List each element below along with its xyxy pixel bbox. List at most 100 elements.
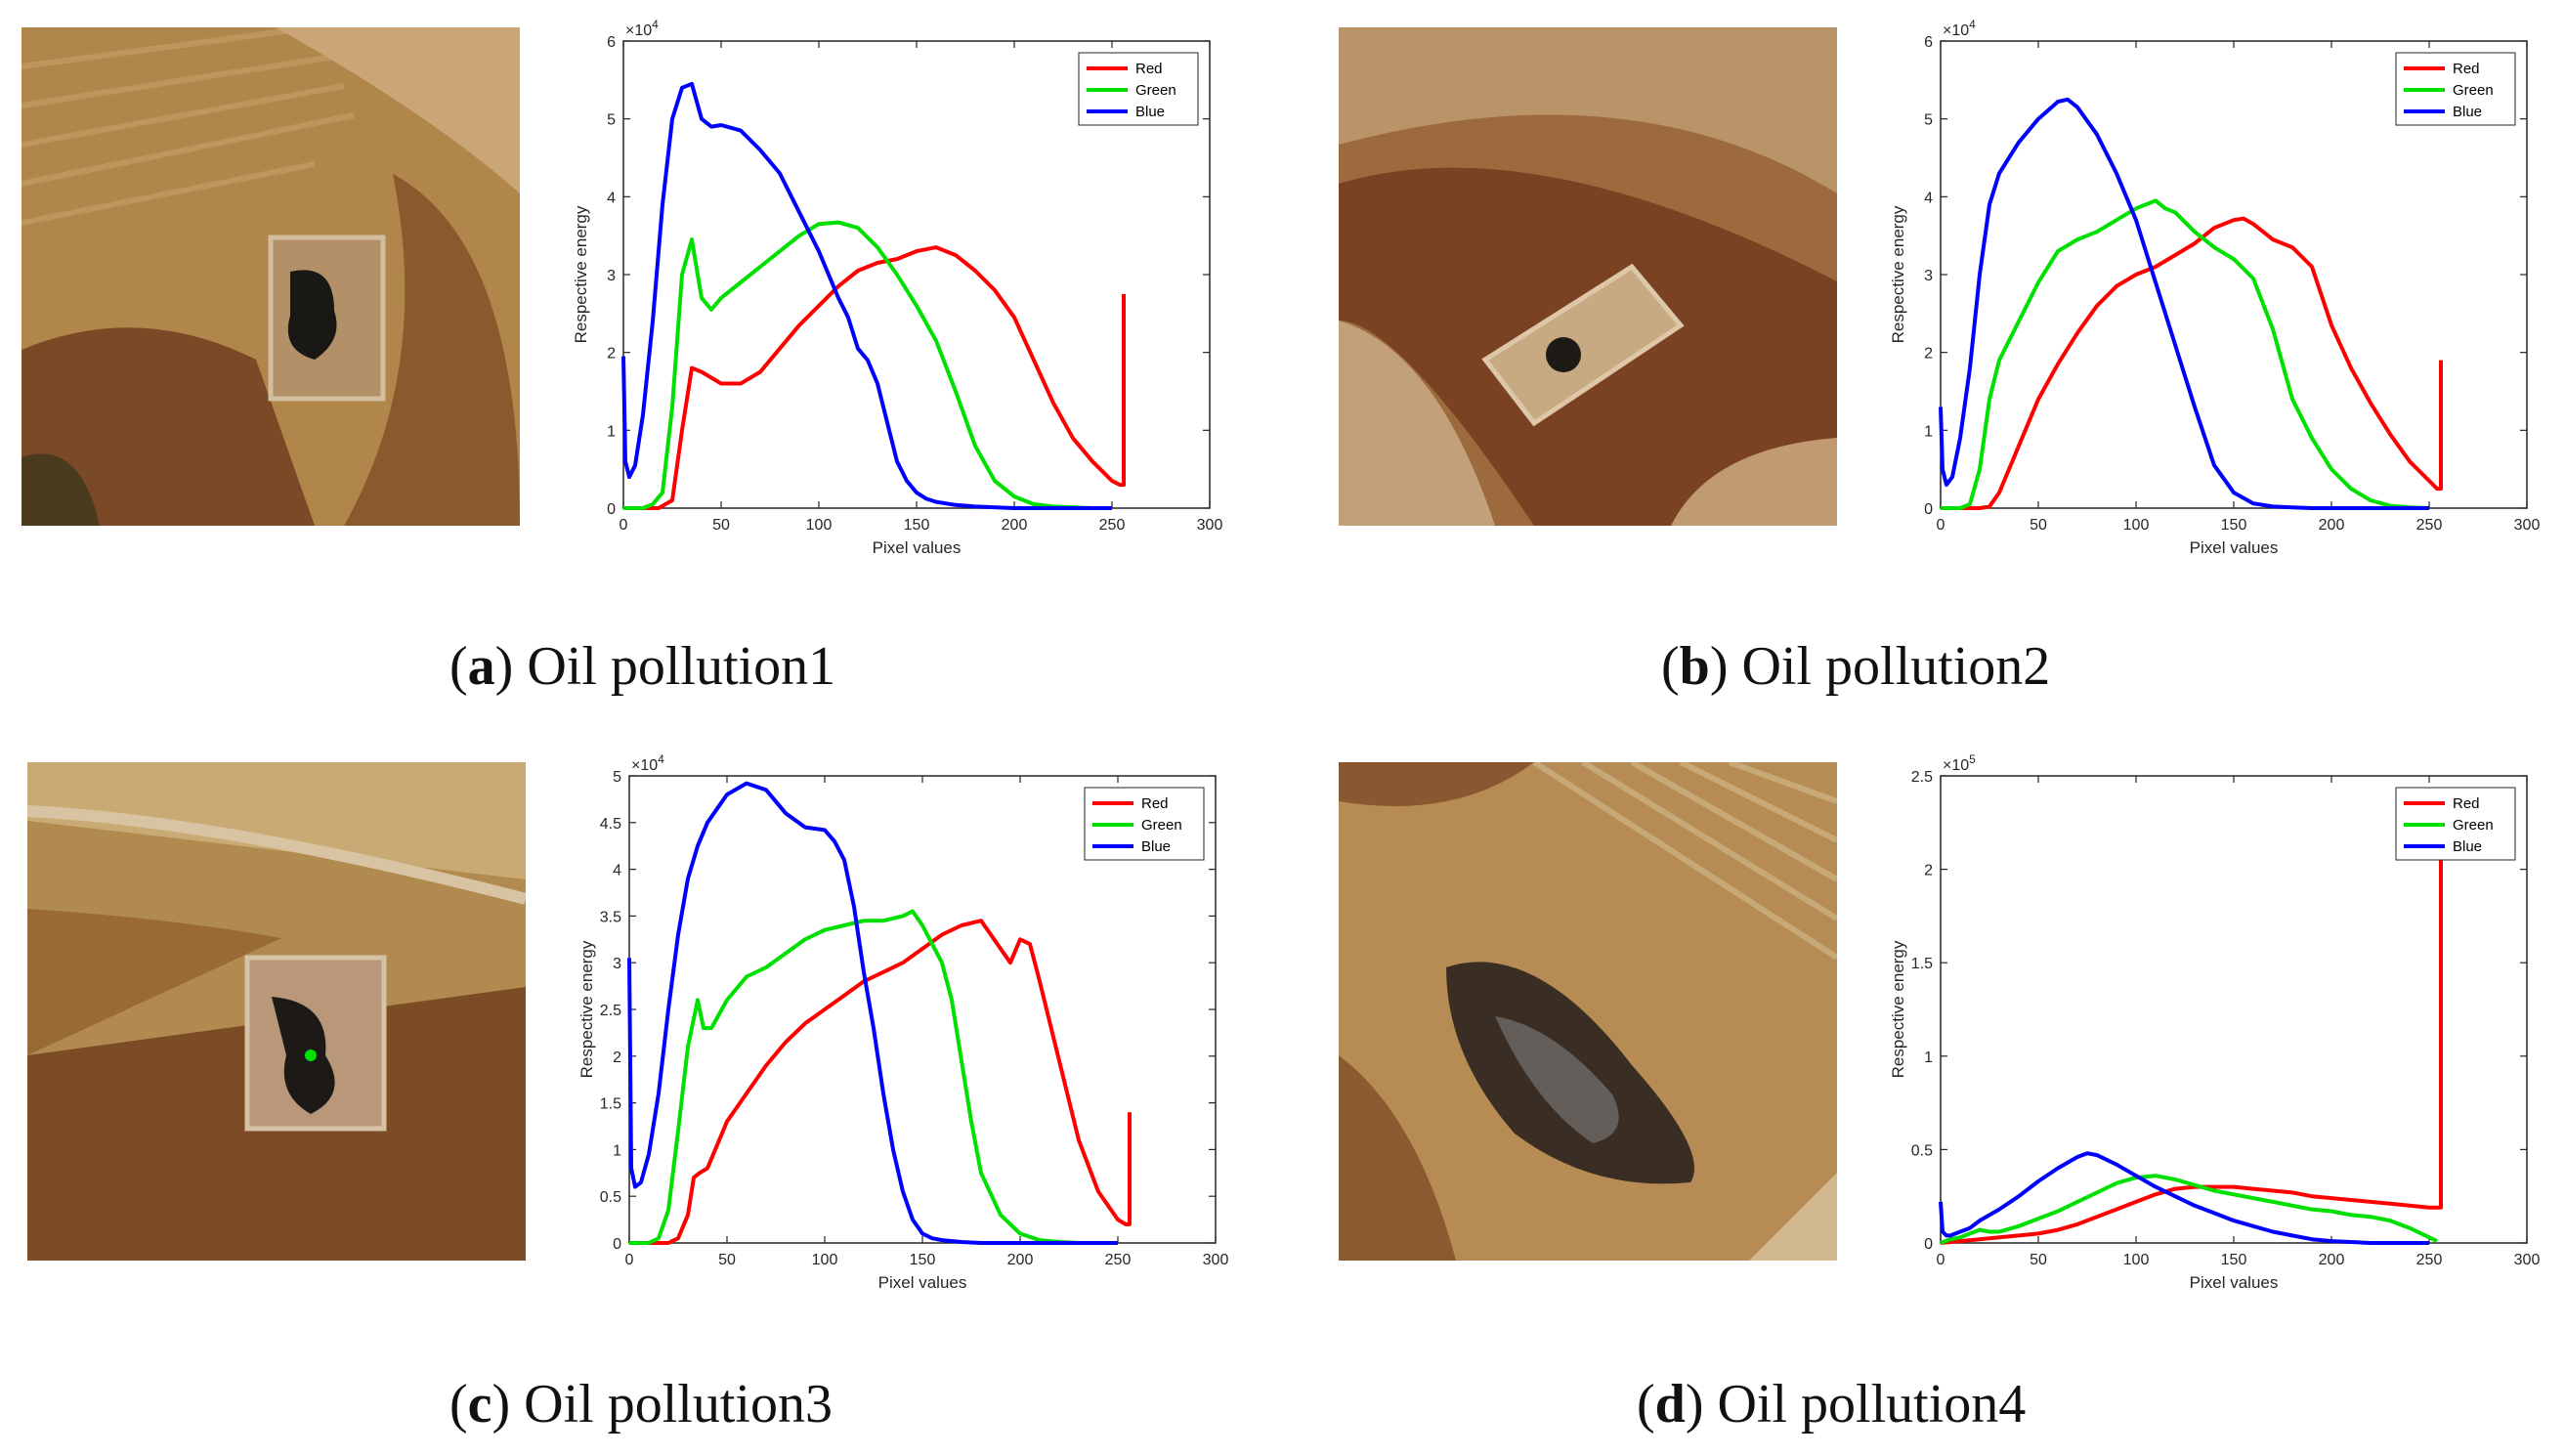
x-tick-label: 0	[1937, 1252, 1945, 1268]
caption-letter: a	[467, 636, 495, 697]
photo-oil-pollution3	[27, 762, 526, 1261]
y-tick-label: 6	[607, 34, 616, 51]
y-exponent-label: ×104	[1943, 18, 1976, 39]
x-tick-label: 200	[1002, 517, 1028, 534]
y-tick-label: 4	[1924, 190, 1933, 206]
y-axis-label: Respective energy	[1889, 205, 1907, 343]
y-tick-label: 0	[607, 501, 616, 518]
y-exponent-power: 4	[652, 18, 659, 31]
y-exponent-power: 4	[1969, 18, 1976, 31]
y-tick-label: 2.5	[1911, 769, 1933, 786]
x-tick-label: 150	[2221, 517, 2247, 534]
y-tick-label: 0	[1924, 1236, 1933, 1253]
y-axis-label: Respective energy	[577, 940, 596, 1078]
y-axis-label: Respective energy	[1889, 940, 1907, 1078]
x-tick-label: 100	[2123, 517, 2150, 534]
y-exponent-label: ×104	[631, 752, 664, 774]
y-tick-label: 2.5	[600, 1003, 621, 1019]
x-tick-label: 250	[1105, 1252, 1132, 1268]
y-exponent-power: 5	[1969, 752, 1976, 766]
y-tick-label: 1	[1924, 1049, 1933, 1066]
legend-label-blue: Blue	[2453, 104, 2482, 120]
y-tick-label: 0.5	[1911, 1142, 1933, 1159]
y-tick-label: 2	[607, 346, 616, 363]
y-tick-label: 3	[607, 268, 616, 284]
x-tick-label: 250	[2416, 1252, 2443, 1268]
caption-text: Oil pollution2	[1741, 636, 2051, 697]
y-tick-label: 5	[613, 769, 621, 786]
x-tick-label: 150	[904, 517, 930, 534]
x-tick-label: 300	[2514, 517, 2541, 534]
legend-label-red: Red	[1135, 61, 1163, 77]
x-tick-label: 300	[1203, 1252, 1229, 1268]
x-tick-label: 100	[2123, 1252, 2150, 1268]
x-tick-label: 200	[2319, 1252, 2345, 1268]
series-line-red	[1940, 860, 2443, 1245]
y-axis-label: Respective energy	[572, 205, 590, 343]
photo-oil-pollution4	[1339, 762, 1837, 1261]
caption-oil-pollution1: (a) Oil pollution1	[449, 636, 836, 697]
legend-label-red: Red	[2453, 61, 2480, 77]
series-line-blue	[627, 781, 1118, 1245]
series-line-green	[1941, 198, 2430, 510]
legend-label-green: Green	[1135, 82, 1176, 99]
caption-letter: c	[467, 1374, 492, 1435]
caption-oil-pollution2: (b) Oil pollution2	[1661, 636, 2051, 697]
series-line-blue	[1939, 97, 2429, 510]
y-tick-label: 1	[607, 423, 616, 440]
series-line-green	[1940, 1174, 2438, 1245]
caption-text: Oil pollution3	[524, 1374, 833, 1435]
y-tick-label: 0	[1924, 501, 1933, 518]
series-line-blue	[621, 81, 1112, 510]
series-line-red	[1941, 216, 2443, 510]
x-tick-label: 200	[2319, 517, 2345, 534]
caption-letter: d	[1654, 1374, 1686, 1435]
x-axis-label: Pixel values	[878, 1273, 967, 1292]
x-tick-label: 100	[812, 1252, 838, 1268]
y-tick-label: 4	[613, 863, 621, 879]
x-tick-label: 50	[2030, 1252, 2047, 1268]
y-exponent-label: ×104	[625, 18, 659, 39]
x-tick-label: 300	[1197, 517, 1223, 534]
caption-oil-pollution4: (d) Oil pollution4	[1637, 1374, 2027, 1435]
histogram-chart-oil-pollution4: 0 50 100 150 200 250 300 0 0.5 1 1.5 2 2.5 ×105 Pixel …	[1889, 752, 2540, 1292]
y-tick-label: 4	[607, 190, 616, 206]
y-tick-label: 1	[1924, 423, 1933, 440]
histogram-chart-oil-pollution3: 0 50 100 150 200 250 300 0 0.5 1 1.5 2 2.5 3 3.5 4 4.5 5 ×…	[577, 752, 1229, 1292]
y-tick-label: 1.5	[1911, 956, 1933, 972]
y-tick-label: 5	[1924, 112, 1933, 129]
x-tick-label: 150	[2221, 1252, 2247, 1268]
series-line-red	[629, 919, 1132, 1245]
legend-label-red: Red	[1141, 795, 1169, 812]
y-tick-label: 4.5	[600, 816, 621, 833]
y-tick-label: 3	[613, 956, 621, 972]
photo-oil-pollution2	[1339, 27, 1837, 526]
caption-oil-pollution3: (c) Oil pollution3	[449, 1374, 833, 1435]
y-tick-label: 3.5	[600, 909, 621, 925]
x-tick-label: 200	[1007, 1252, 1034, 1268]
x-tick-label: 0	[625, 1252, 634, 1268]
caption-text: Oil pollution4	[1717, 1374, 2027, 1435]
histogram-chart-oil-pollution2: 0 50 100 150 200 250 300 0 1 2 3 4 5 6 ×104 Pixel value…	[1889, 18, 2541, 557]
legend-label-blue: Blue	[2453, 838, 2482, 855]
x-axis-label: Pixel values	[2190, 1273, 2279, 1292]
y-tick-label: 6	[1924, 34, 1933, 51]
x-tick-label: 150	[910, 1252, 936, 1268]
legend-label-green: Green	[2453, 817, 2494, 834]
y-exponent-label: ×105	[1943, 752, 1976, 774]
x-tick-label: 250	[1099, 517, 1126, 534]
y-tick-label: 0	[613, 1236, 621, 1253]
x-tick-label: 0	[620, 517, 628, 534]
y-tick-label: 3	[1924, 268, 1933, 284]
caption-letter: b	[1679, 636, 1710, 697]
x-tick-label: 100	[806, 517, 833, 534]
series-line-blue	[1939, 1151, 2429, 1245]
x-tick-label: 250	[2416, 517, 2443, 534]
y-tick-label: 5	[607, 112, 616, 129]
legend-label-green: Green	[2453, 82, 2494, 99]
legend-label-red: Red	[2453, 795, 2480, 812]
legend-label-blue: Blue	[1135, 104, 1165, 120]
histogram-chart-oil-pollution1: 0 50 100 150 200 250 300 0 1 2 3 4 5 6 ×104 Pixel value…	[572, 18, 1223, 557]
y-tick-label: 2	[1924, 346, 1933, 363]
x-tick-label: 50	[718, 1252, 736, 1268]
